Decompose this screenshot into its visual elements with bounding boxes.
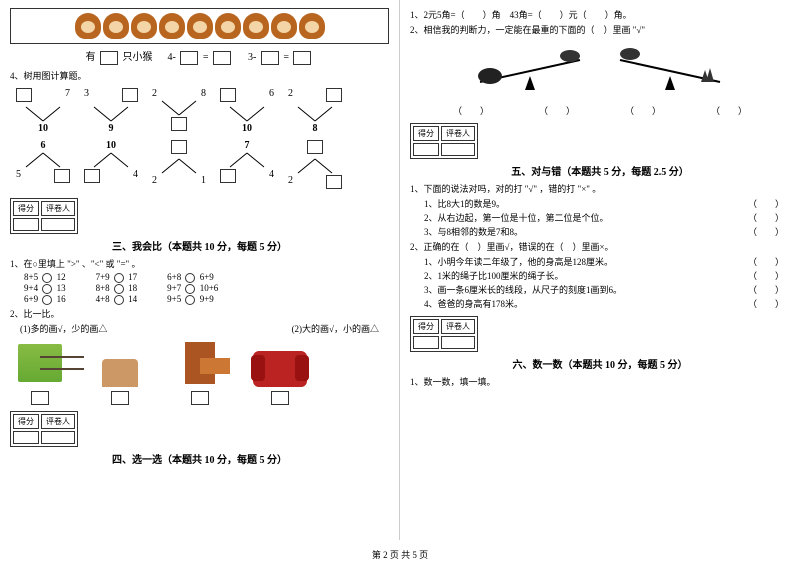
monkey-icon <box>271 13 297 39</box>
tf-item: 1、比8大1的数是9。（ ） <box>410 197 790 210</box>
eq1-eq: = <box>203 52 209 63</box>
left-column: 有 只小猴 4- = 3- = 4、树用图计算题。 710 39 28 610 28 6… <box>0 0 400 540</box>
tf-item: 3、画一条6厘米长的线段，从尺子的刻度1画到6。（ ） <box>410 283 790 296</box>
monkey-icon <box>131 13 157 39</box>
grader-label: 评卷人 <box>41 414 75 429</box>
equation-row: 有 只小猴 4- = 3- = <box>10 48 389 65</box>
monkey-icon <box>159 13 185 39</box>
pic-chair <box>170 339 230 405</box>
grader-label: 评卷人 <box>441 319 475 334</box>
eq1-left: 4- <box>168 52 176 63</box>
monkey-icon <box>215 13 241 39</box>
r-q1: 1、2元5角=（ ）角 43角=（ ）元（ ）角。 <box>410 8 790 21</box>
section-4-title: 四、选一选（本题共 10 分，每题 5 分） <box>10 451 389 466</box>
q3-1: 1、在○里填上 ">" 、"<" 或 "=" 。 <box>10 257 389 270</box>
grader-label: 评卷人 <box>41 201 75 216</box>
pic-sofa <box>250 339 310 405</box>
score-label: 得分 <box>413 126 439 141</box>
tf1-list: 1、比8大1的数是9。（ ）2、从右边起，第一位是十位，第二位是个位。（ ）3、… <box>410 197 790 238</box>
paren: （ ） <box>625 104 661 117</box>
q3-2: 2、比一比。 <box>10 307 389 320</box>
monkey-icon <box>103 13 129 39</box>
section-3-title: 三、我会比（本题共 10 分，每题 5 分） <box>10 238 389 253</box>
monkey-row <box>10 8 389 44</box>
number-tree: 28 <box>288 88 342 134</box>
q3-2b: (2)大的画√，小的画△ <box>292 322 379 335</box>
tf-item: 1、小明今年读二年级了，他的身高是128厘米。（ ） <box>410 255 790 268</box>
r-q2: 2、相信我的判断力，一定能在最重的下面的（ ）里画 "√" <box>410 23 790 36</box>
score-table: 得分 评卷人 <box>10 198 78 234</box>
tf-item: 2、1米的绳子比100厘米的绳子长。（ ） <box>410 269 790 282</box>
blank-box <box>261 51 279 65</box>
number-tree: 710 <box>16 88 70 134</box>
score-table: 得分 评卷人 <box>410 123 478 159</box>
section-5-title: 五、对与错（本题共 5 分，每题 2.5 分） <box>410 163 790 178</box>
number-tree: 39 <box>84 88 138 134</box>
number-tree: 2 <box>288 140 342 192</box>
eq2-left: 3- <box>248 52 256 63</box>
number-tree: 28 <box>152 88 206 134</box>
score-label: 得分 <box>413 319 439 334</box>
number-tree: 21 <box>152 140 206 192</box>
blank-box <box>293 51 311 65</box>
blank-box <box>111 391 129 405</box>
score-table: 得分 评卷人 <box>10 411 78 447</box>
score-label: 得分 <box>13 201 39 216</box>
score-label: 得分 <box>13 414 39 429</box>
text-zhi: 只小猴 <box>123 52 153 63</box>
score-section-4: 得分 评卷人 四、选一选（本题共 10 分，每题 5 分） <box>10 411 389 466</box>
eq2-eq: = <box>283 52 289 63</box>
grader-label: 评卷人 <box>441 126 475 141</box>
number-tree: 104 <box>84 140 138 192</box>
blank-box <box>271 391 289 405</box>
blank-box <box>100 51 118 65</box>
tf2-list: 1、小明今年读二年级了，他的身高是128厘米。（ ）2、1米的绳子比100厘米的… <box>410 255 790 310</box>
number-tree: 610 <box>220 88 274 134</box>
monkey-icon <box>243 13 269 39</box>
seesaw-2 <box>610 40 730 100</box>
score-table: 得分 评卷人 <box>410 316 478 352</box>
tf1-title: 1、下面的说法对吗，对的打 "√" ，错的打 "×" 。 <box>410 182 790 195</box>
seesaw-row <box>410 40 790 100</box>
pic-shelf <box>10 339 70 405</box>
score-section-5: 得分 评卷人 五、对与错（本题共 5 分，每题 2.5 分） <box>410 123 790 178</box>
tree-row-1: 710 39 28 610 28 <box>10 88 389 134</box>
paren: （ ） <box>711 104 747 117</box>
tf2-title: 2、正确的在（ ）里画√，错误的在（ ）里画×。 <box>410 240 790 253</box>
number-tree: 65 <box>16 140 70 192</box>
number-tree: 74 <box>220 140 274 192</box>
q3-2a: (1)多的画√，少的画△ <box>20 322 107 335</box>
blank-box <box>31 391 49 405</box>
score-section-6: 得分 评卷人 六、数一数（本题共 10 分，每题 5 分） <box>410 316 790 371</box>
q4-title: 4、树用图计算题。 <box>10 69 389 82</box>
comparison-block: 8+5 127+9 176+8 6+99+4 138+8 189+7 10+66… <box>10 272 389 305</box>
pic-stool <box>90 339 150 405</box>
text-you: 有 <box>86 52 96 63</box>
blank-box <box>213 51 231 65</box>
monkey-icon <box>299 13 325 39</box>
paren: （ ） <box>539 104 575 117</box>
blank-box <box>191 391 209 405</box>
comparison-row: 8+5 127+9 176+8 6+9 <box>24 272 389 283</box>
seesaw-1 <box>470 40 590 100</box>
paren: （ ） <box>453 104 489 117</box>
comparison-row: 6+9 164+8 149+5 9+9 <box>24 294 389 305</box>
tree-row-2: 65 104 21 74 2 <box>10 140 389 192</box>
tf-item: 4、爸爸的身高有178米。（ ） <box>410 297 790 310</box>
monkey-icon <box>75 13 101 39</box>
tf-item: 3、与8相邻的数是7和8。（ ） <box>410 225 790 238</box>
monkey-icon <box>187 13 213 39</box>
q6-1: 1、数一数，填一填。 <box>410 375 790 388</box>
section-6-title: 六、数一数（本题共 10 分，每题 5 分） <box>410 356 790 371</box>
blank-box <box>180 51 198 65</box>
paren-row: （ ） （ ） （ ） （ ） <box>410 104 790 117</box>
page-footer: 第 2 页 共 5 页 <box>0 548 800 561</box>
comparison-row: 9+4 138+8 189+7 10+6 <box>24 283 389 294</box>
right-column: 1、2元5角=（ ）角 43角=（ ）元（ ）角。 2、相信我的判断力，一定能在… <box>400 0 800 540</box>
tf-item: 2、从右边起，第一位是十位，第二位是个位。（ ） <box>410 211 790 224</box>
score-section-3: 得分 评卷人 三、我会比（本题共 10 分，每题 5 分） <box>10 198 389 253</box>
picture-row <box>10 339 389 405</box>
